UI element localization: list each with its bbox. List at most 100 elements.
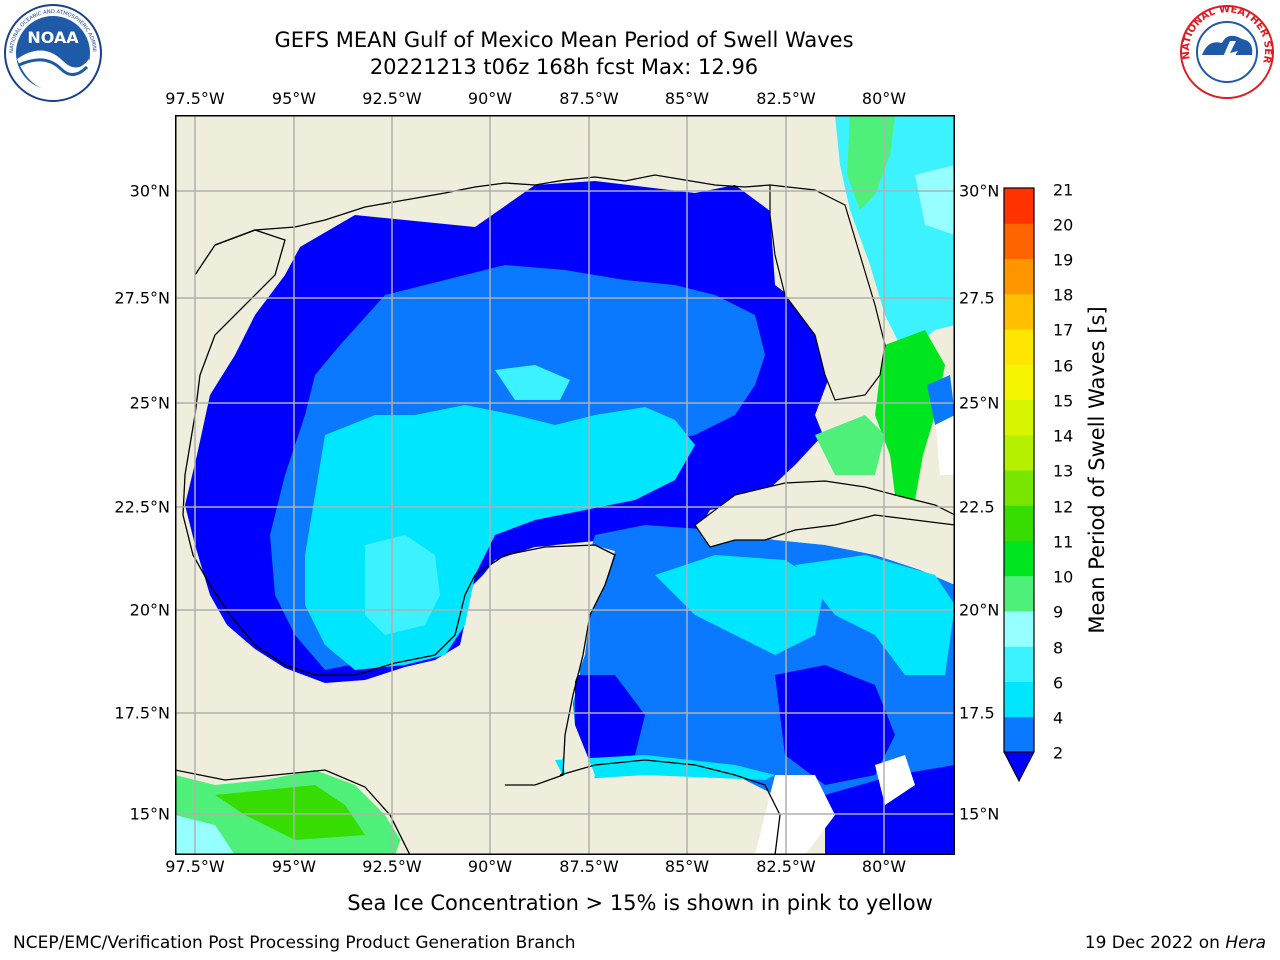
colorbar-tick: 14 xyxy=(1053,426,1074,446)
pacific-swell-region-bright-green xyxy=(215,785,365,840)
colorbar xyxy=(1000,185,1040,785)
lat-tick-right: 22.5 xyxy=(959,497,995,517)
lon-tick-top: 92.5°W xyxy=(362,89,422,108)
lon-tick-top: 87.5°W xyxy=(559,89,619,108)
mexico-south-land xyxy=(435,575,585,755)
atlantic-swell-region-blue xyxy=(927,375,955,425)
lon-tick-top: 97.5°W xyxy=(165,89,225,108)
lat-tick-left: 25°N xyxy=(129,393,170,413)
lon-tick-bottom: 95°W xyxy=(271,857,317,876)
lat-tick-left: 27.5°N xyxy=(114,288,170,308)
lat-tick-right: 25°N xyxy=(959,393,1000,413)
caribbean-swell-region-deep-blue xyxy=(775,665,895,785)
lon-tick-top: 95°W xyxy=(271,89,317,108)
lon-tick-top: 85°W xyxy=(664,89,710,108)
lat-tick-left: 22.5°N xyxy=(114,497,170,517)
colorbar-tick: 2 xyxy=(1053,743,1064,763)
svg-text:NOAA: NOAA xyxy=(27,28,79,47)
colorbar-segment xyxy=(1004,470,1034,506)
colorbar-segment xyxy=(1004,646,1034,682)
lon-tick-top: 80°W xyxy=(861,89,907,108)
map-subtitle: 20221213 t06z 168h fcst Max: 12.96 xyxy=(369,55,759,79)
lat-tick-right: 15°N xyxy=(959,804,1000,824)
footer-credit: NCEP/EMC/Verification Post Processing Pr… xyxy=(13,933,576,953)
colorbar-tick: 11 xyxy=(1053,532,1074,552)
cuba-land xyxy=(694,480,955,548)
colorbar-tick: 19 xyxy=(1053,250,1074,270)
lon-tick-bottom: 87.5°W xyxy=(559,857,619,876)
central-america-coastline xyxy=(559,759,781,855)
lat-tick-right: 30°N xyxy=(959,181,1000,201)
straits-swell-region-green xyxy=(875,330,945,500)
caribbean-swell-region-cyan xyxy=(795,555,955,675)
lat-tick-left: 15°N xyxy=(129,804,170,824)
colorbar-segment xyxy=(1004,293,1034,330)
nws-logo: NATIONAL WEATHER SERVICE xyxy=(1174,0,1276,101)
straits-swell-region-light-green xyxy=(815,415,885,475)
caribbean-swell-region-deep-blue xyxy=(575,675,645,765)
colorbar-tick: 16 xyxy=(1053,356,1074,376)
missing-data-area xyxy=(755,775,835,855)
colorbar-segment xyxy=(1004,434,1034,471)
pacific-coastline xyxy=(175,769,411,855)
colorbar-tick: 21 xyxy=(1053,180,1074,200)
colorbar-label: Mean Period of Swell Waves [s] xyxy=(1085,306,1109,634)
colorbar-segment xyxy=(1004,364,1034,400)
atlantic-swell-region-green xyxy=(847,115,895,210)
us-gulf-coastline xyxy=(214,174,771,246)
colorbar-segment xyxy=(1004,716,1034,753)
footer-machine-name: Hera xyxy=(1225,933,1266,953)
colorbar-tick: 18 xyxy=(1053,285,1074,305)
lon-tick-bottom: 97.5°W xyxy=(165,857,225,876)
colorbar-segment xyxy=(1004,611,1034,647)
lon-tick-bottom: 90°W xyxy=(467,857,513,876)
colorbar-segment xyxy=(1004,329,1034,365)
colorbar-tick: 13 xyxy=(1053,461,1074,481)
colorbar-segment xyxy=(1004,681,1034,718)
caribbean-coastal-cyan xyxy=(555,755,775,780)
colorbar-segment xyxy=(1004,223,1034,259)
lat-tick-left: 20°N xyxy=(129,600,170,620)
missing-data-area xyxy=(875,755,915,805)
footer-date: 19 Dec 2022 on Hera xyxy=(1085,933,1266,953)
colorbar-segment xyxy=(1004,399,1034,436)
lon-tick-bottom: 85°W xyxy=(664,857,710,876)
colorbar-tick: 9 xyxy=(1053,602,1064,622)
colorbar-segment xyxy=(1004,505,1034,541)
colorbar-segment xyxy=(1004,540,1034,577)
colorbar-extend-triangle xyxy=(1003,751,1035,783)
caribbean-swell-region-deep-blue xyxy=(825,765,955,855)
lat-tick-left: 30°N xyxy=(129,181,170,201)
florida-land xyxy=(769,184,886,401)
pacific-swell-region-pale-cyan xyxy=(175,815,235,855)
map-title: GEFS MEAN Gulf of Mexico Mean Period of … xyxy=(274,28,854,52)
lat-tick-right: 27.5 xyxy=(959,288,995,308)
footer-date-text: 19 Dec 2022 on xyxy=(1084,933,1226,953)
colorbar-tick: 10 xyxy=(1053,567,1074,587)
colorbar-tick: 8 xyxy=(1053,638,1064,658)
lon-tick-bottom: 82.5°W xyxy=(756,857,816,876)
lat-tick-right: 20°N xyxy=(959,600,1000,620)
lon-tick-bottom: 92.5°W xyxy=(362,857,422,876)
colorbar-frame xyxy=(1003,187,1035,753)
colorbar-tick: 6 xyxy=(1053,673,1064,693)
colorbar-tick: 20 xyxy=(1053,215,1074,235)
lon-tick-top: 82.5°W xyxy=(756,89,816,108)
colorbar-tick: 4 xyxy=(1053,708,1064,728)
colorbar-tick: 17 xyxy=(1053,320,1074,340)
mexico-coastline xyxy=(182,229,476,676)
lat-tick-right: 17.5 xyxy=(959,703,995,723)
colorbar-segment xyxy=(1004,575,1034,612)
colorbar-segment xyxy=(1004,258,1034,295)
map-frame xyxy=(175,115,955,855)
lon-tick-top: 90°W xyxy=(467,89,513,108)
map-gridlines xyxy=(175,115,955,855)
colorbar-tick: 12 xyxy=(1053,497,1074,517)
map-panel xyxy=(175,115,955,855)
colorbar-segment xyxy=(1004,188,1034,224)
lon-tick-bottom: 80°W xyxy=(861,857,907,876)
yucatan-coastline xyxy=(474,544,616,786)
colorbar-tick: 15 xyxy=(1053,391,1074,411)
noaa-logo: NOAA NATIONAL OCEANIC AND ATMOSPHERIC AD… xyxy=(0,0,103,103)
atlantic-swell-region-pale-cyan xyxy=(915,165,955,235)
